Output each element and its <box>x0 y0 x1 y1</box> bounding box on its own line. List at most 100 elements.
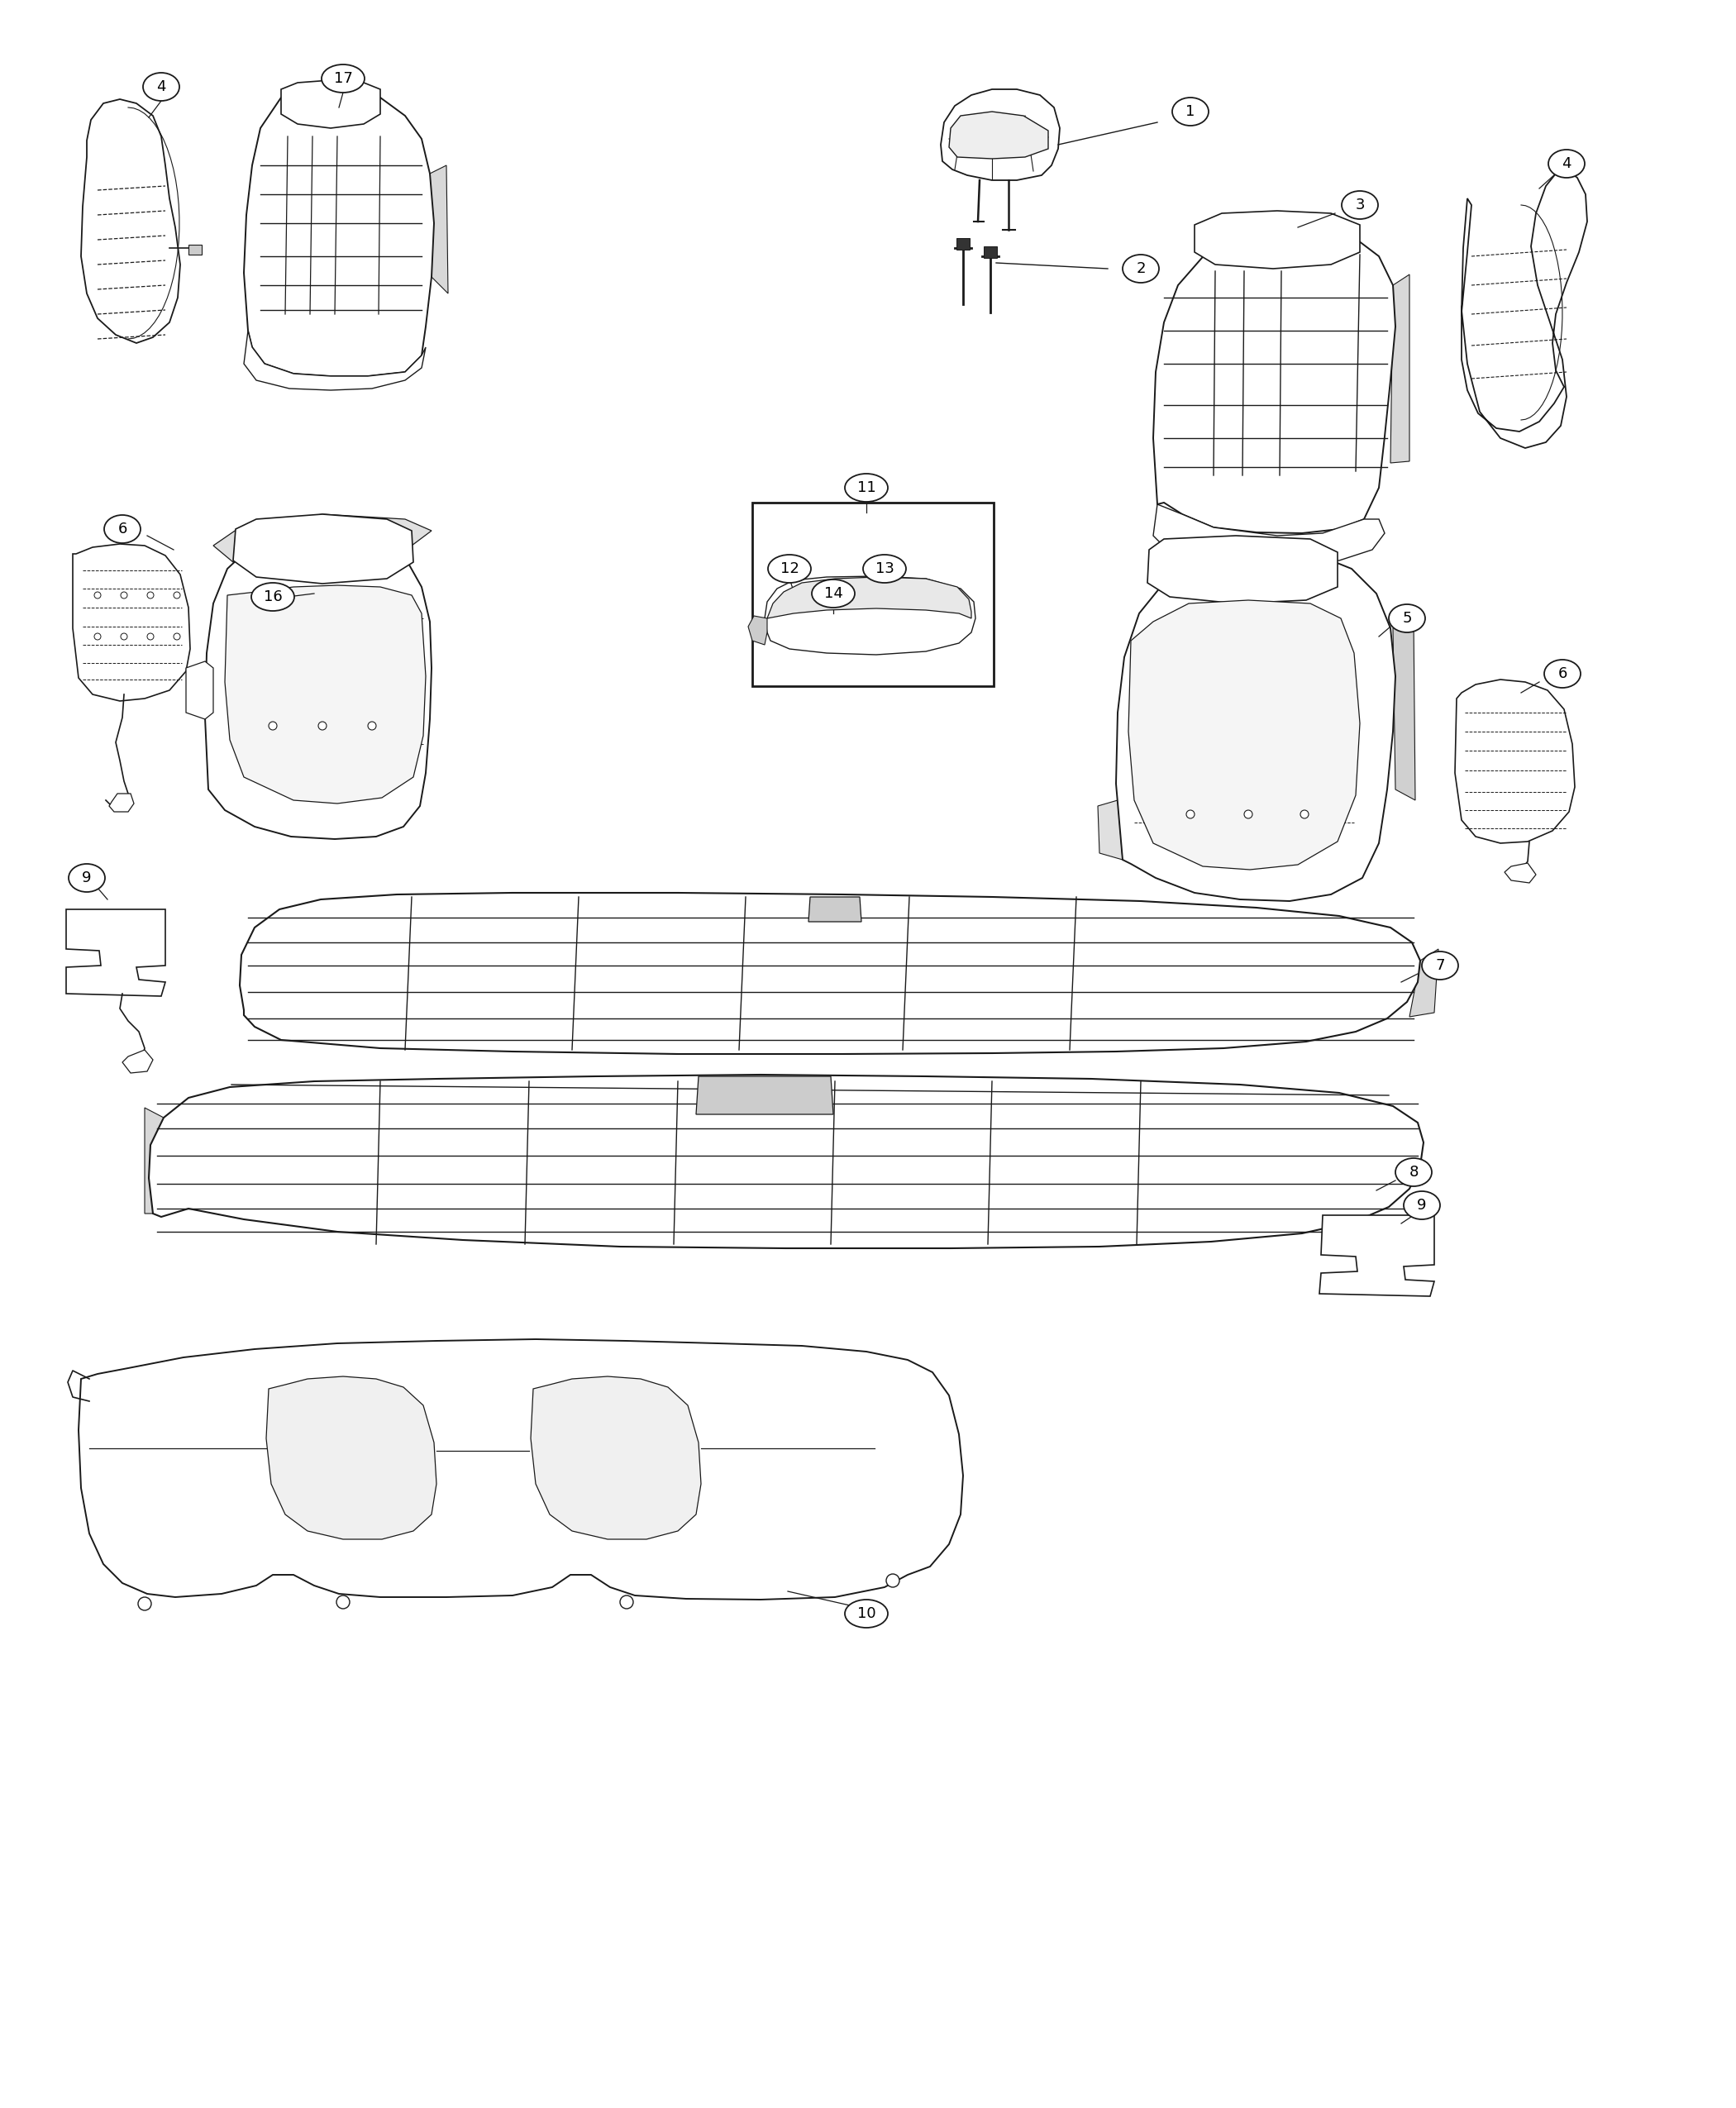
Bar <box>752 502 993 685</box>
Ellipse shape <box>1396 1157 1432 1187</box>
Text: 9: 9 <box>82 871 92 885</box>
Ellipse shape <box>1342 192 1378 219</box>
Ellipse shape <box>863 554 906 582</box>
Polygon shape <box>266 1377 436 1539</box>
Circle shape <box>337 1596 349 1608</box>
Polygon shape <box>1116 550 1396 900</box>
Polygon shape <box>78 1339 963 1600</box>
Polygon shape <box>66 909 165 997</box>
Polygon shape <box>1319 1214 1434 1296</box>
Ellipse shape <box>1172 97 1208 126</box>
Text: 12: 12 <box>779 561 799 575</box>
Text: 3: 3 <box>1356 198 1364 213</box>
Circle shape <box>122 632 127 641</box>
Polygon shape <box>214 514 432 563</box>
Text: 5: 5 <box>1403 611 1411 626</box>
Text: 7: 7 <box>1436 959 1444 974</box>
Circle shape <box>94 632 101 641</box>
Circle shape <box>174 632 181 641</box>
Text: 1: 1 <box>1186 103 1194 118</box>
Polygon shape <box>144 1107 163 1214</box>
Ellipse shape <box>69 864 104 892</box>
Polygon shape <box>1392 618 1415 801</box>
Polygon shape <box>764 575 976 656</box>
Polygon shape <box>1462 169 1587 449</box>
Text: 17: 17 <box>333 72 352 86</box>
Ellipse shape <box>1545 660 1580 687</box>
Polygon shape <box>1097 801 1123 860</box>
Polygon shape <box>73 544 191 702</box>
Ellipse shape <box>104 514 141 544</box>
Text: 14: 14 <box>825 586 842 601</box>
Circle shape <box>885 1575 899 1587</box>
Ellipse shape <box>1404 1191 1441 1218</box>
Polygon shape <box>243 331 425 390</box>
Polygon shape <box>809 896 861 921</box>
Ellipse shape <box>1422 951 1458 980</box>
Polygon shape <box>1455 679 1575 843</box>
Circle shape <box>148 592 155 599</box>
Polygon shape <box>1128 601 1359 871</box>
Polygon shape <box>189 245 201 255</box>
Polygon shape <box>1153 223 1396 533</box>
Text: 4: 4 <box>156 80 167 95</box>
Polygon shape <box>531 1377 701 1539</box>
Polygon shape <box>1505 862 1536 883</box>
Polygon shape <box>957 238 970 249</box>
Circle shape <box>1300 809 1309 818</box>
Ellipse shape <box>812 580 854 607</box>
Polygon shape <box>696 1077 833 1115</box>
Polygon shape <box>186 662 214 719</box>
Circle shape <box>174 592 181 599</box>
Polygon shape <box>941 89 1059 179</box>
Circle shape <box>1245 809 1252 818</box>
Polygon shape <box>281 80 380 129</box>
Polygon shape <box>1147 535 1337 603</box>
Polygon shape <box>205 529 432 839</box>
Text: 6: 6 <box>118 521 127 538</box>
Text: 4: 4 <box>1562 156 1571 171</box>
Polygon shape <box>1194 211 1359 268</box>
Circle shape <box>368 721 377 729</box>
Polygon shape <box>767 578 972 618</box>
Ellipse shape <box>767 554 811 582</box>
Circle shape <box>139 1598 151 1611</box>
Polygon shape <box>82 99 181 344</box>
Circle shape <box>620 1596 634 1608</box>
Polygon shape <box>149 1075 1424 1248</box>
Text: 9: 9 <box>1417 1197 1427 1212</box>
Polygon shape <box>1410 949 1439 1016</box>
Ellipse shape <box>845 474 887 502</box>
Circle shape <box>269 721 278 729</box>
Ellipse shape <box>142 74 179 101</box>
Polygon shape <box>109 793 134 812</box>
Ellipse shape <box>1549 150 1585 177</box>
Polygon shape <box>233 514 413 584</box>
Ellipse shape <box>1123 255 1160 282</box>
Text: 13: 13 <box>875 561 894 575</box>
Polygon shape <box>984 247 996 257</box>
Polygon shape <box>240 894 1420 1054</box>
Circle shape <box>1186 809 1194 818</box>
Polygon shape <box>1391 274 1410 464</box>
Ellipse shape <box>252 582 295 611</box>
Ellipse shape <box>845 1600 887 1627</box>
Polygon shape <box>748 616 767 645</box>
Circle shape <box>318 721 326 729</box>
Text: 6: 6 <box>1557 666 1568 681</box>
Ellipse shape <box>1389 605 1425 632</box>
Circle shape <box>148 632 155 641</box>
Polygon shape <box>1153 504 1385 563</box>
Text: 16: 16 <box>264 590 283 605</box>
Text: 8: 8 <box>1410 1166 1418 1180</box>
Polygon shape <box>226 586 425 803</box>
Text: 11: 11 <box>858 481 875 495</box>
Ellipse shape <box>321 65 365 93</box>
Text: 2: 2 <box>1135 261 1146 276</box>
Circle shape <box>122 592 127 599</box>
Circle shape <box>94 592 101 599</box>
Polygon shape <box>243 86 434 375</box>
Polygon shape <box>431 164 448 293</box>
Polygon shape <box>950 112 1049 158</box>
Polygon shape <box>122 1050 153 1073</box>
